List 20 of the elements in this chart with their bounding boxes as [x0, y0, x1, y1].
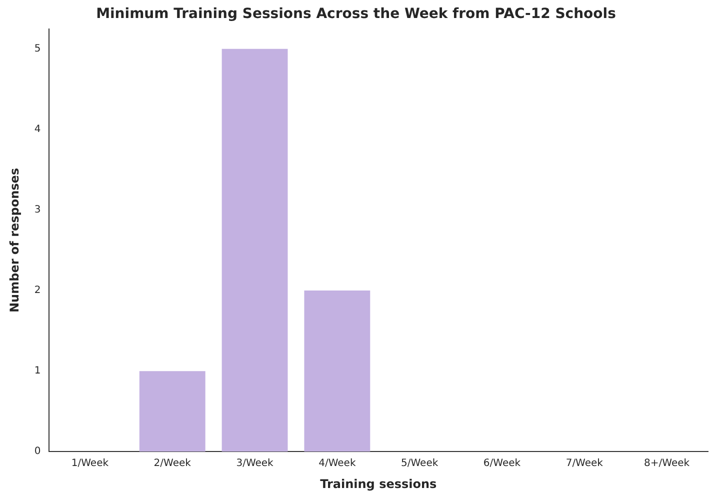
y-tick-label: 0	[34, 446, 41, 458]
x-tick-label: 5/Week	[401, 458, 438, 470]
y-tick-label: 2	[34, 285, 41, 296]
x-tick-label: 1/Week	[71, 458, 109, 470]
y-tick-label: 1	[34, 366, 41, 377]
y-axis-title: Number of responses	[7, 168, 22, 312]
x-tick-label: 3/Week	[236, 458, 274, 470]
y-tick-label: 3	[34, 204, 41, 216]
chart-title: Minimum Training Sessions Across the Week from PAC-12 Schools	[96, 6, 616, 22]
bar	[139, 371, 206, 452]
bar	[304, 290, 370, 452]
x-tick-label: 6/Week	[483, 458, 521, 470]
x-axis-title: Training sessions	[320, 476, 437, 491]
x-tick-label: 2/Week	[154, 458, 192, 470]
y-tick-label: 5	[34, 44, 41, 55]
x-tick-label: 7/Week	[566, 458, 604, 470]
x-tick-label: 8+/Week	[644, 458, 690, 470]
x-tick-label: 4/Week	[318, 458, 356, 470]
bar	[222, 48, 288, 452]
y-tick-label: 4	[34, 124, 41, 136]
